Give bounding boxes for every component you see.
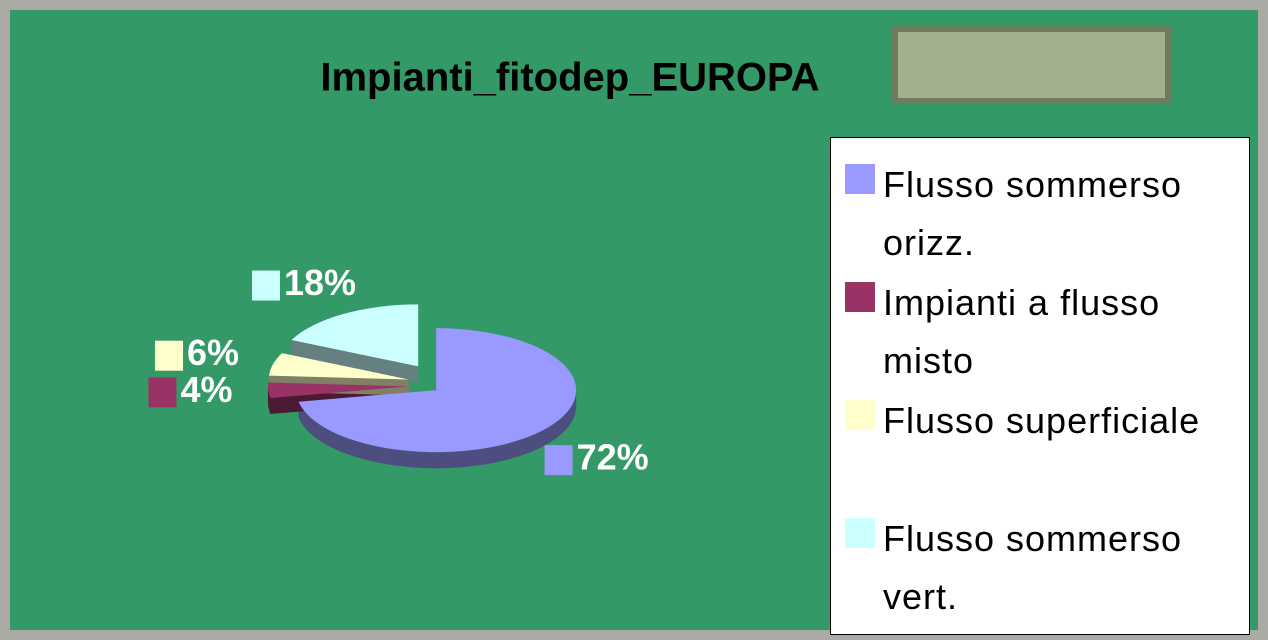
slice [291,304,419,367]
label-swatch [544,445,573,476]
slice-side [268,386,271,414]
legend-swatch [845,518,875,548]
label-swatch [148,377,177,408]
legend-label: Flusso sommerso vert. [883,518,1183,617]
data-label: 6% [187,332,239,373]
legend-label: Impianti a flusso misto [883,282,1161,381]
slice [298,328,577,453]
pie: 72% 4%6% 18% [148,262,649,478]
slice [269,353,409,380]
cover-box [892,26,1171,104]
legend: Flusso sommerso orizz. Impianti a flusso … [830,137,1250,635]
slice [268,382,408,398]
chart-title: Impianti_fitodep_EUROPA [320,56,819,100]
legend-label: Flusso sommerso orizz. [883,164,1183,263]
legend-swatch [845,400,875,430]
slice-side [291,340,419,383]
data-label: 72% [577,437,649,478]
slice-side [298,390,577,469]
legend-swatch [845,164,875,194]
data-label: 4% [180,369,232,410]
legend-entry: Impianti a flusso misto [845,274,1239,392]
legend-label: Flusso superficiale [883,400,1201,441]
legend-swatch [845,282,875,312]
legend-entry: Flusso sommerso orizz. [845,156,1239,274]
legend-entry: Flusso sommerso vert. [845,510,1239,628]
data-label: 18% [284,262,356,303]
legend-entry: Flusso superficiale [845,392,1239,510]
label-swatch [155,340,184,371]
label-swatch [251,270,280,301]
